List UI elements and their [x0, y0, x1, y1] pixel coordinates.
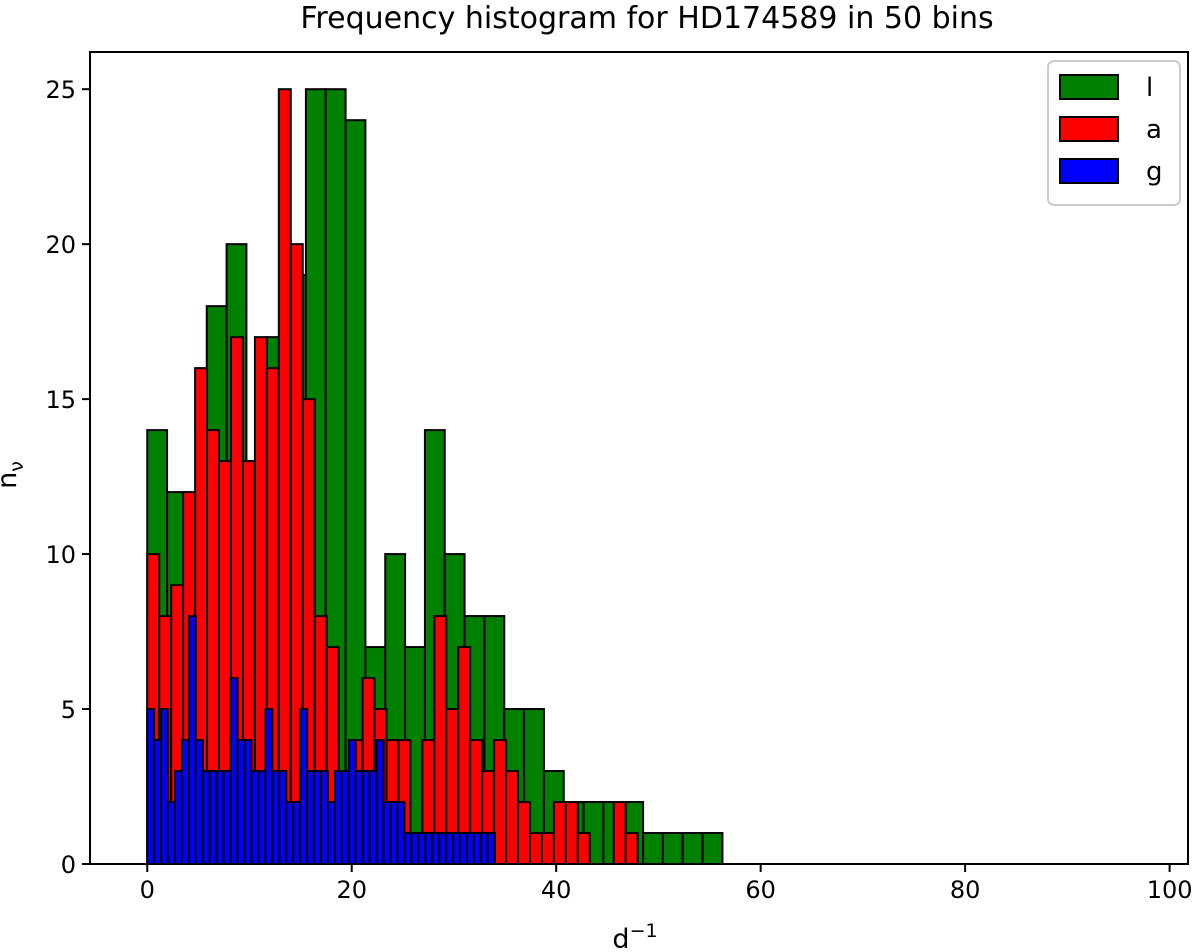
bar-g-25 — [320, 770, 330, 865]
plot-frame — [89, 51, 1189, 865]
bar-g-35 — [389, 801, 399, 865]
legend-label-l: l — [1146, 73, 1153, 103]
x-tick-label-0: 0 — [140, 876, 155, 904]
y-tick-label-2: 10 — [45, 541, 76, 569]
bar-g-41 — [431, 832, 441, 865]
y-tick-label-5: 25 — [45, 76, 76, 104]
bar-g-18 — [271, 770, 281, 865]
bar-g-32 — [368, 770, 378, 865]
y-tick-label-3: 15 — [45, 386, 76, 414]
bar-g-20 — [285, 801, 295, 865]
bar-l-25 — [642, 832, 664, 865]
bar-g-31 — [361, 770, 371, 865]
bar-a-26 — [457, 646, 472, 865]
bar-g-12 — [229, 677, 239, 865]
bar-g-9 — [208, 770, 218, 865]
bar-g-22 — [299, 708, 309, 865]
bar-g-5 — [181, 739, 190, 865]
bar-a-39 — [612, 801, 627, 865]
bar-l-26 — [661, 832, 684, 865]
x-tick-label-3: 60 — [745, 876, 776, 904]
bar-g-27 — [333, 770, 343, 865]
legend: lag — [1047, 60, 1181, 206]
bar-g-15 — [250, 770, 260, 865]
x-tick-label-1: 20 — [336, 876, 367, 904]
bar-g-13 — [236, 739, 246, 865]
bar-g-7 — [194, 739, 204, 865]
bar-g-37 — [403, 832, 413, 865]
bar-g-17 — [264, 708, 274, 865]
bar-g-10 — [215, 770, 225, 865]
legend-swatch-l — [1059, 74, 1119, 100]
bar-a-24 — [433, 615, 448, 866]
bar-l-27 — [681, 832, 704, 865]
bar-a-32 — [529, 832, 543, 865]
bar-g-44 — [452, 832, 462, 865]
bar-g-0 — [146, 708, 156, 865]
bar-g-39 — [417, 832, 427, 865]
bar-g-16 — [257, 770, 267, 865]
bar-g-33 — [375, 739, 385, 865]
legend-swatch-a — [1059, 116, 1119, 142]
bar-g-34 — [382, 801, 392, 865]
x-tick-label-5: 100 — [1147, 876, 1193, 904]
bar-g-29 — [347, 739, 357, 865]
bar-g-24 — [313, 770, 323, 865]
bar-g-8 — [201, 770, 211, 865]
bars-group — [146, 88, 724, 866]
bar-g-30 — [354, 770, 364, 865]
bar-g-46 — [466, 832, 475, 865]
bar-g-40 — [424, 832, 434, 865]
x-tick-label-2: 40 — [541, 876, 572, 904]
legend-label-a: a — [1146, 115, 1162, 145]
bar-g-3 — [167, 801, 177, 865]
bar-g-26 — [327, 801, 336, 865]
y-tick-label-4: 20 — [45, 231, 76, 259]
bar-a-40 — [624, 832, 639, 865]
bar-a-30 — [505, 770, 520, 865]
bar-g-43 — [445, 832, 455, 865]
bar-a-31 — [517, 801, 532, 865]
bar-a-29 — [493, 739, 508, 865]
y-axis-label: nν — [0, 461, 28, 489]
y-tick-label-1: 5 — [61, 696, 76, 724]
x-tick-label-4: 80 — [950, 876, 981, 904]
bar-g-1 — [153, 739, 163, 865]
bar-g-21 — [292, 801, 302, 865]
bar-g-14 — [243, 739, 253, 865]
axis-ticks: 0 20 40 60 80 100 0 5 10 15 20 25 — [45, 76, 1192, 904]
legend-label-g: g — [1146, 157, 1163, 187]
bar-l-28 — [701, 832, 724, 865]
bar-g-49 — [486, 832, 496, 865]
bar-g-47 — [472, 832, 482, 865]
bar-a-35 — [564, 801, 579, 865]
chart-title: Frequency histogram for HD174589 in 50 b… — [300, 1, 993, 36]
bar-g-2 — [160, 708, 170, 865]
bar-g-6 — [187, 615, 197, 866]
bar-g-48 — [479, 832, 489, 865]
bar-g-23 — [306, 770, 316, 865]
y-tick-label-0: 0 — [61, 851, 76, 879]
bar-g-28 — [340, 770, 350, 865]
bar-g-42 — [438, 832, 448, 865]
bar-a-34 — [552, 801, 567, 865]
legend-swatch-g — [1059, 158, 1119, 184]
bar-g-11 — [222, 770, 232, 865]
bar-a-33 — [540, 832, 555, 865]
bar-a-36 — [576, 832, 591, 865]
x-axis-label: d−1 — [612, 920, 657, 952]
bar-g-45 — [459, 832, 469, 865]
bar-g-19 — [278, 770, 288, 865]
bar-a-11 — [277, 88, 292, 865]
bar-g-4 — [174, 770, 184, 865]
bar-g-36 — [396, 801, 406, 865]
bar-g-38 — [410, 832, 420, 865]
